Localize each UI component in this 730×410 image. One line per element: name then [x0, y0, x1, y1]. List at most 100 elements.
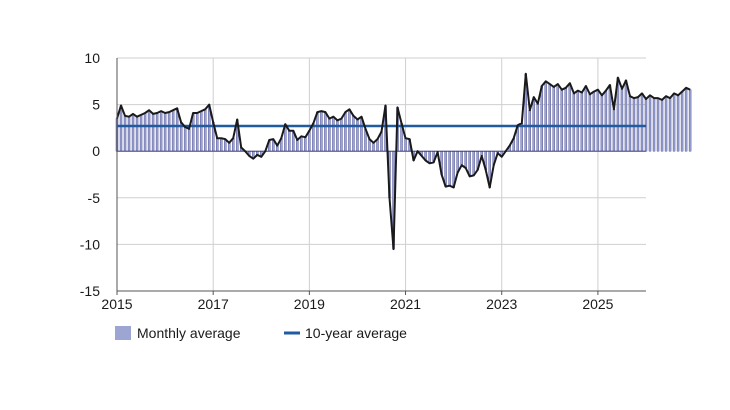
- monthly-bar: [143, 112, 147, 152]
- monthly-bar: [159, 110, 163, 152]
- monthly-bar: [612, 109, 616, 152]
- monthly-bar: [356, 119, 359, 152]
- monthly-bar: [556, 83, 560, 152]
- monthly-bar: [139, 114, 143, 152]
- monthly-bar: [147, 110, 151, 152]
- monthly-bar: [572, 93, 576, 152]
- monthly-bar: [167, 111, 171, 152]
- monthly-bar: [131, 113, 135, 152]
- monthly-bar: [680, 91, 684, 152]
- x-tick-label: 2017: [198, 296, 229, 312]
- monthly-bar: [332, 116, 335, 152]
- monthly-bar: [163, 112, 167, 152]
- monthly-bar: [203, 109, 207, 152]
- monthly-bar: [584, 85, 588, 152]
- monthly-bar: [123, 115, 127, 152]
- monthly-bar: [676, 95, 680, 152]
- monthly-bar: [324, 111, 327, 152]
- monthly-bar: [352, 115, 355, 152]
- monthly-bar: [536, 103, 539, 152]
- monthly-bar: [576, 90, 580, 152]
- monthly-bar: [632, 97, 636, 152]
- monthly-bar: [620, 88, 624, 152]
- monthly-bar: [688, 89, 692, 152]
- monthly-bar: [604, 90, 608, 152]
- y-axis-ticks: 10 5 0 -5 -10 -15: [80, 50, 100, 299]
- monthly-bar: [648, 95, 652, 152]
- x-tick-label: 2025: [582, 296, 613, 312]
- monthly-bar: [668, 97, 672, 152]
- monthly-bar: [175, 108, 179, 152]
- monthly-bar: [404, 137, 407, 152]
- monthly-bar: [187, 128, 191, 152]
- monthly-bar: [580, 92, 584, 152]
- monthly-bar: [464, 151, 467, 169]
- monthly-bar: [560, 89, 564, 152]
- x-tick-label: 2019: [294, 296, 325, 312]
- legend-label-ten-year-average: 10-year average: [305, 325, 407, 341]
- monthly-bar: [532, 96, 535, 152]
- monthly-bar: [348, 109, 351, 152]
- monthly-bar: [183, 126, 187, 152]
- monthly-bar: [568, 82, 572, 152]
- monthly-bar: [588, 94, 592, 152]
- monthly-bar: [652, 97, 656, 152]
- x-axis-ticks: 2015 2017 2019 2021 2023 2025: [101, 291, 614, 312]
- monthly-bar: [220, 137, 223, 152]
- x-tick-label: 2023: [486, 296, 517, 312]
- monthly-bar: [135, 116, 139, 152]
- x-tick-label: 2015: [101, 296, 132, 312]
- monthly-bar: [624, 80, 628, 152]
- monthly-bar: [195, 112, 199, 152]
- monthly-bar: [304, 137, 307, 152]
- monthly-bar: [640, 93, 644, 152]
- monthly-bar: [448, 151, 451, 186]
- monthly-bar: [320, 110, 323, 152]
- y-tick-label: -5: [88, 190, 101, 206]
- monthly-bar: [544, 81, 547, 152]
- monthly-bar: [656, 97, 660, 152]
- y-tick-label: -10: [80, 236, 100, 252]
- monthly-bar: [228, 142, 231, 152]
- monthly-bar: [119, 105, 123, 152]
- monthly-bar: [296, 139, 299, 152]
- monthly-bar: [600, 95, 604, 152]
- monthly-bar: [171, 110, 175, 152]
- monthly-bar: [288, 130, 291, 152]
- monthly-bar: [199, 110, 203, 152]
- monthly-bar: [316, 111, 319, 152]
- legend-swatch-monthly-average: [115, 326, 131, 340]
- monthly-bar: [628, 96, 632, 152]
- monthly-bar: [636, 96, 640, 152]
- monthly-bar: [340, 118, 343, 152]
- monthly-bar: [460, 151, 463, 166]
- monthly-bar: [592, 91, 596, 152]
- monthly-bar: [216, 137, 219, 152]
- x-tick-label: 2021: [390, 296, 421, 312]
- y-tick-label: 10: [84, 50, 100, 66]
- monthly-bar: [540, 85, 543, 152]
- y-tick-label: -15: [80, 283, 100, 299]
- monthly-bar: [660, 99, 664, 152]
- monthly-bar: [672, 93, 676, 152]
- monthly-bar: [548, 83, 552, 152]
- monthly-bar: [684, 87, 688, 152]
- monthly-bar: [344, 111, 347, 152]
- monthly-bar: [372, 142, 375, 152]
- monthly-bar: [151, 113, 155, 152]
- monthly-bar: [528, 110, 531, 152]
- monthly-bar: [127, 116, 131, 152]
- monthly-bar: [520, 123, 523, 152]
- monthly-bar: [664, 96, 668, 152]
- monthly-average-line: [116, 72, 691, 251]
- y-tick-label: 0: [92, 143, 100, 159]
- monthly-bars: [115, 73, 692, 250]
- monthly-bar: [300, 136, 303, 152]
- monthly-bar: [312, 123, 315, 152]
- y-tick-label: 5: [92, 97, 100, 113]
- monthly-bar: [428, 151, 431, 164]
- monthly-bar: [552, 86, 556, 152]
- axes: [116, 58, 646, 292]
- monthly-bar: [596, 89, 600, 152]
